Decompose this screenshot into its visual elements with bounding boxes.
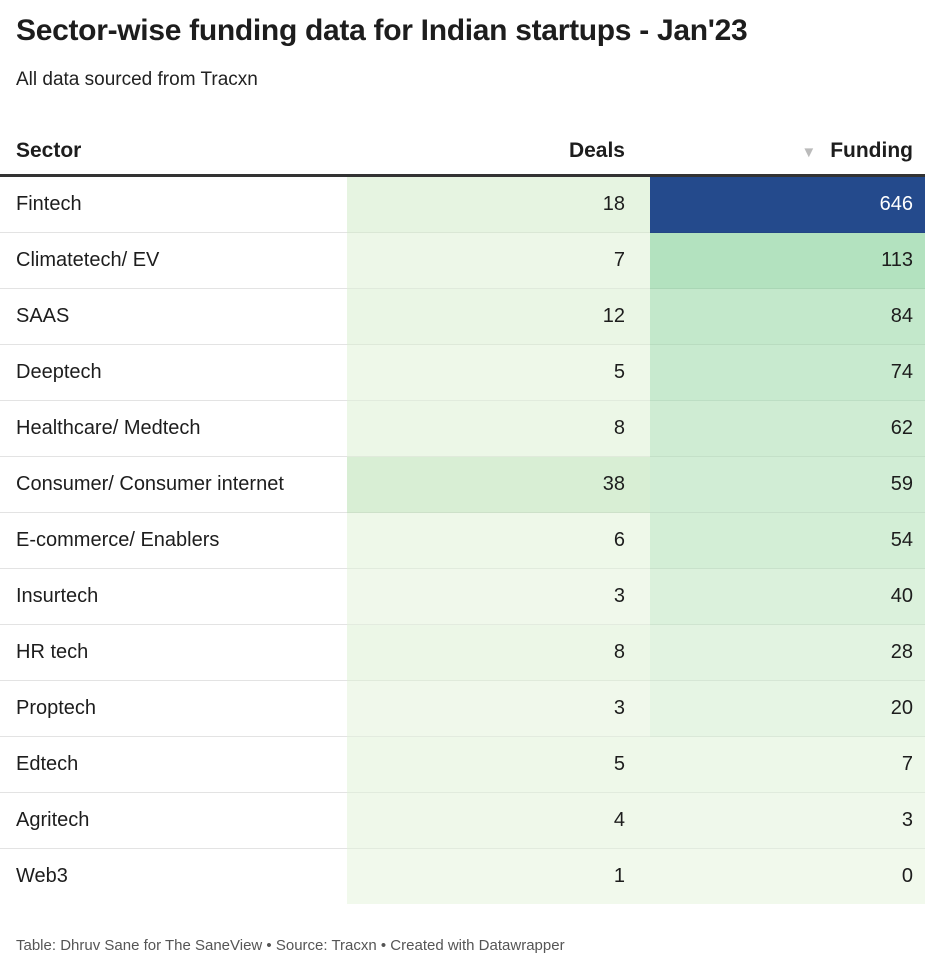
funding-cell: 28 <box>650 624 925 681</box>
column-header-deals[interactable]: Deals <box>347 128 650 177</box>
header-row: Sector Deals ▼ Funding <box>0 128 925 177</box>
deals-cell: 18 <box>347 175 650 233</box>
deals-cell: 38 <box>347 456 650 513</box>
sector-cell: Fintech <box>0 175 347 233</box>
sort-down-icon: ▼ <box>801 144 817 161</box>
deals-cell: 12 <box>347 288 650 345</box>
column-header-sector[interactable]: Sector <box>0 128 347 177</box>
data-table: Sector Deals ▼ Funding Fintech 18 646 Climat… <box>0 128 925 904</box>
deals-cell: 4 <box>347 792 650 849</box>
funding-cell: 40 <box>650 568 925 625</box>
table-row: E-commerce/ Enablers 6 54 <box>0 512 925 569</box>
table-row: Edtech 5 7 <box>0 736 925 793</box>
funding-cell: 54 <box>650 512 925 569</box>
table-row: Insurtech 3 40 <box>0 568 925 625</box>
column-header-funding-label: Funding <box>830 139 913 162</box>
table-row: Web3 1 0 <box>0 848 925 904</box>
funding-cell: 20 <box>650 680 925 737</box>
deals-cell: 3 <box>347 568 650 625</box>
deals-cell: 1 <box>347 848 650 904</box>
funding-cell: 59 <box>650 456 925 513</box>
sector-cell: Web3 <box>16 865 68 887</box>
funding-cell: 646 <box>650 175 925 233</box>
table-row: Agritech 4 3 <box>0 792 925 849</box>
table-row: Healthcare/ Medtech 8 62 <box>0 400 925 457</box>
table-row: Proptech 3 20 <box>0 680 925 737</box>
chart-title: Sector-wise funding data for Indian star… <box>16 14 748 47</box>
deals-cell: 5 <box>347 736 650 793</box>
table-row: SAAS 12 84 <box>0 288 925 345</box>
table-row: Deeptech 5 74 <box>0 344 925 401</box>
funding-cell: 113 <box>650 232 925 289</box>
column-header-funding[interactable]: ▼ Funding <box>650 128 925 177</box>
funding-cell: 0 <box>650 848 925 904</box>
deals-cell: 6 <box>347 512 650 569</box>
table-row: Fintech 18 646 <box>0 175 925 233</box>
sector-cell: E-commerce/ Enablers <box>0 512 347 569</box>
funding-cell: 84 <box>650 288 925 345</box>
funding-cell: 74 <box>650 344 925 401</box>
funding-cell: 3 <box>650 792 925 849</box>
sector-cell: HR tech <box>0 624 347 681</box>
table-row: Consumer/ Consumer internet 38 59 <box>0 456 925 513</box>
sector-cell: Edtech <box>0 736 347 793</box>
footer-credits: Table: Dhruv Sane for The SaneView • Sou… <box>16 937 565 954</box>
chart-subtitle: All data sourced from Tracxn <box>16 69 258 90</box>
sector-cell: Agritech <box>0 792 347 849</box>
deals-cell: 3 <box>347 680 650 737</box>
sector-cell: SAAS <box>0 288 347 345</box>
table-row: Climatetech/ EV 7 113 <box>0 232 925 289</box>
sector-cell: Deeptech <box>0 344 347 401</box>
deals-cell: 8 <box>347 400 650 457</box>
sector-cell: Healthcare/ Medtech <box>0 400 347 457</box>
sector-cell: Proptech <box>0 680 347 737</box>
sector-cell: Insurtech <box>0 568 347 625</box>
deals-cell: 5 <box>347 344 650 401</box>
funding-cell: 7 <box>650 736 925 793</box>
funding-cell: 62 <box>650 400 925 457</box>
deals-cell: 7 <box>347 232 650 289</box>
deals-cell: 8 <box>347 624 650 681</box>
sector-cell: Climatetech/ EV <box>0 232 347 289</box>
table-row: HR tech 8 28 <box>0 624 925 681</box>
sector-cell: Consumer/ Consumer internet <box>0 456 347 513</box>
